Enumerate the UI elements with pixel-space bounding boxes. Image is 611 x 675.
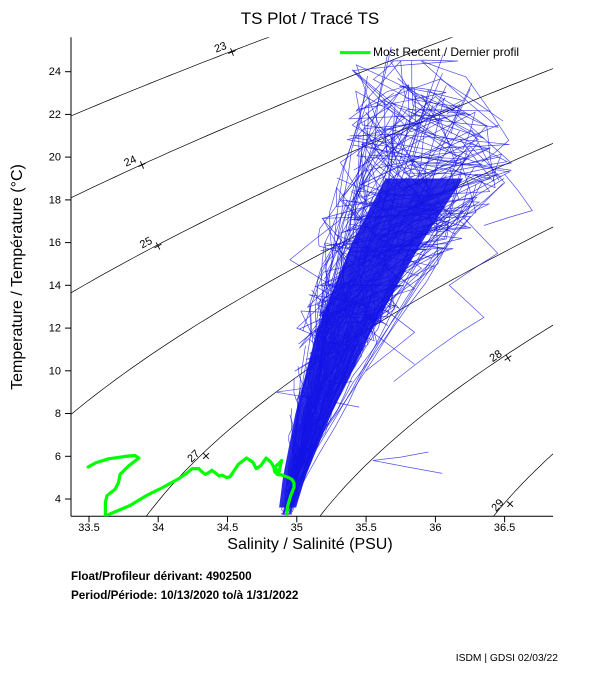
svg-text:25: 25: [138, 235, 154, 251]
svg-text:34.5: 34.5: [217, 522, 238, 534]
svg-text:33.5: 33.5: [78, 522, 99, 534]
svg-text:35: 35: [291, 522, 303, 534]
svg-text:16: 16: [49, 237, 61, 249]
svg-text:35.5: 35.5: [355, 522, 376, 534]
svg-text:28: 28: [488, 348, 505, 365]
svg-text:24: 24: [49, 66, 61, 78]
svg-text:Salinity / Salinité (PSU): Salinity / Salinité (PSU): [227, 536, 392, 553]
svg-text:34: 34: [152, 522, 164, 534]
svg-text:22: 22: [49, 109, 61, 121]
svg-text:Most Recent / Dernier profil: Most Recent / Dernier profil: [373, 45, 519, 59]
svg-text:10: 10: [49, 365, 61, 377]
svg-text:8: 8: [55, 408, 61, 420]
svg-text:36.5: 36.5: [494, 522, 515, 534]
svg-text:Period/Période: 10/13/2020 t: Period/Période: 10/13/2020 to/à 1/31/202…: [71, 589, 299, 602]
svg-text:29: 29: [489, 497, 506, 514]
svg-text:27: 27: [185, 448, 202, 465]
svg-text:6: 6: [55, 451, 61, 463]
svg-text:4: 4: [55, 494, 61, 506]
svg-text:ISDM | GDSI 02/03/22: ISDM | GDSI 02/03/22: [456, 653, 559, 664]
svg-text:36: 36: [429, 522, 441, 534]
svg-text:12: 12: [49, 323, 61, 335]
svg-text:20: 20: [49, 152, 61, 164]
svg-text:TS Plot / Tracé TS: TS Plot / Tracé TS: [241, 9, 380, 28]
svg-text:Float/Profileur dérivant: 4902: Float/Profileur dérivant: 4902500: [71, 570, 252, 583]
svg-text:14: 14: [49, 280, 61, 292]
svg-text:18: 18: [49, 194, 61, 206]
svg-text:Temperature / Température (°C): Temperature / Température (°C): [9, 164, 26, 390]
